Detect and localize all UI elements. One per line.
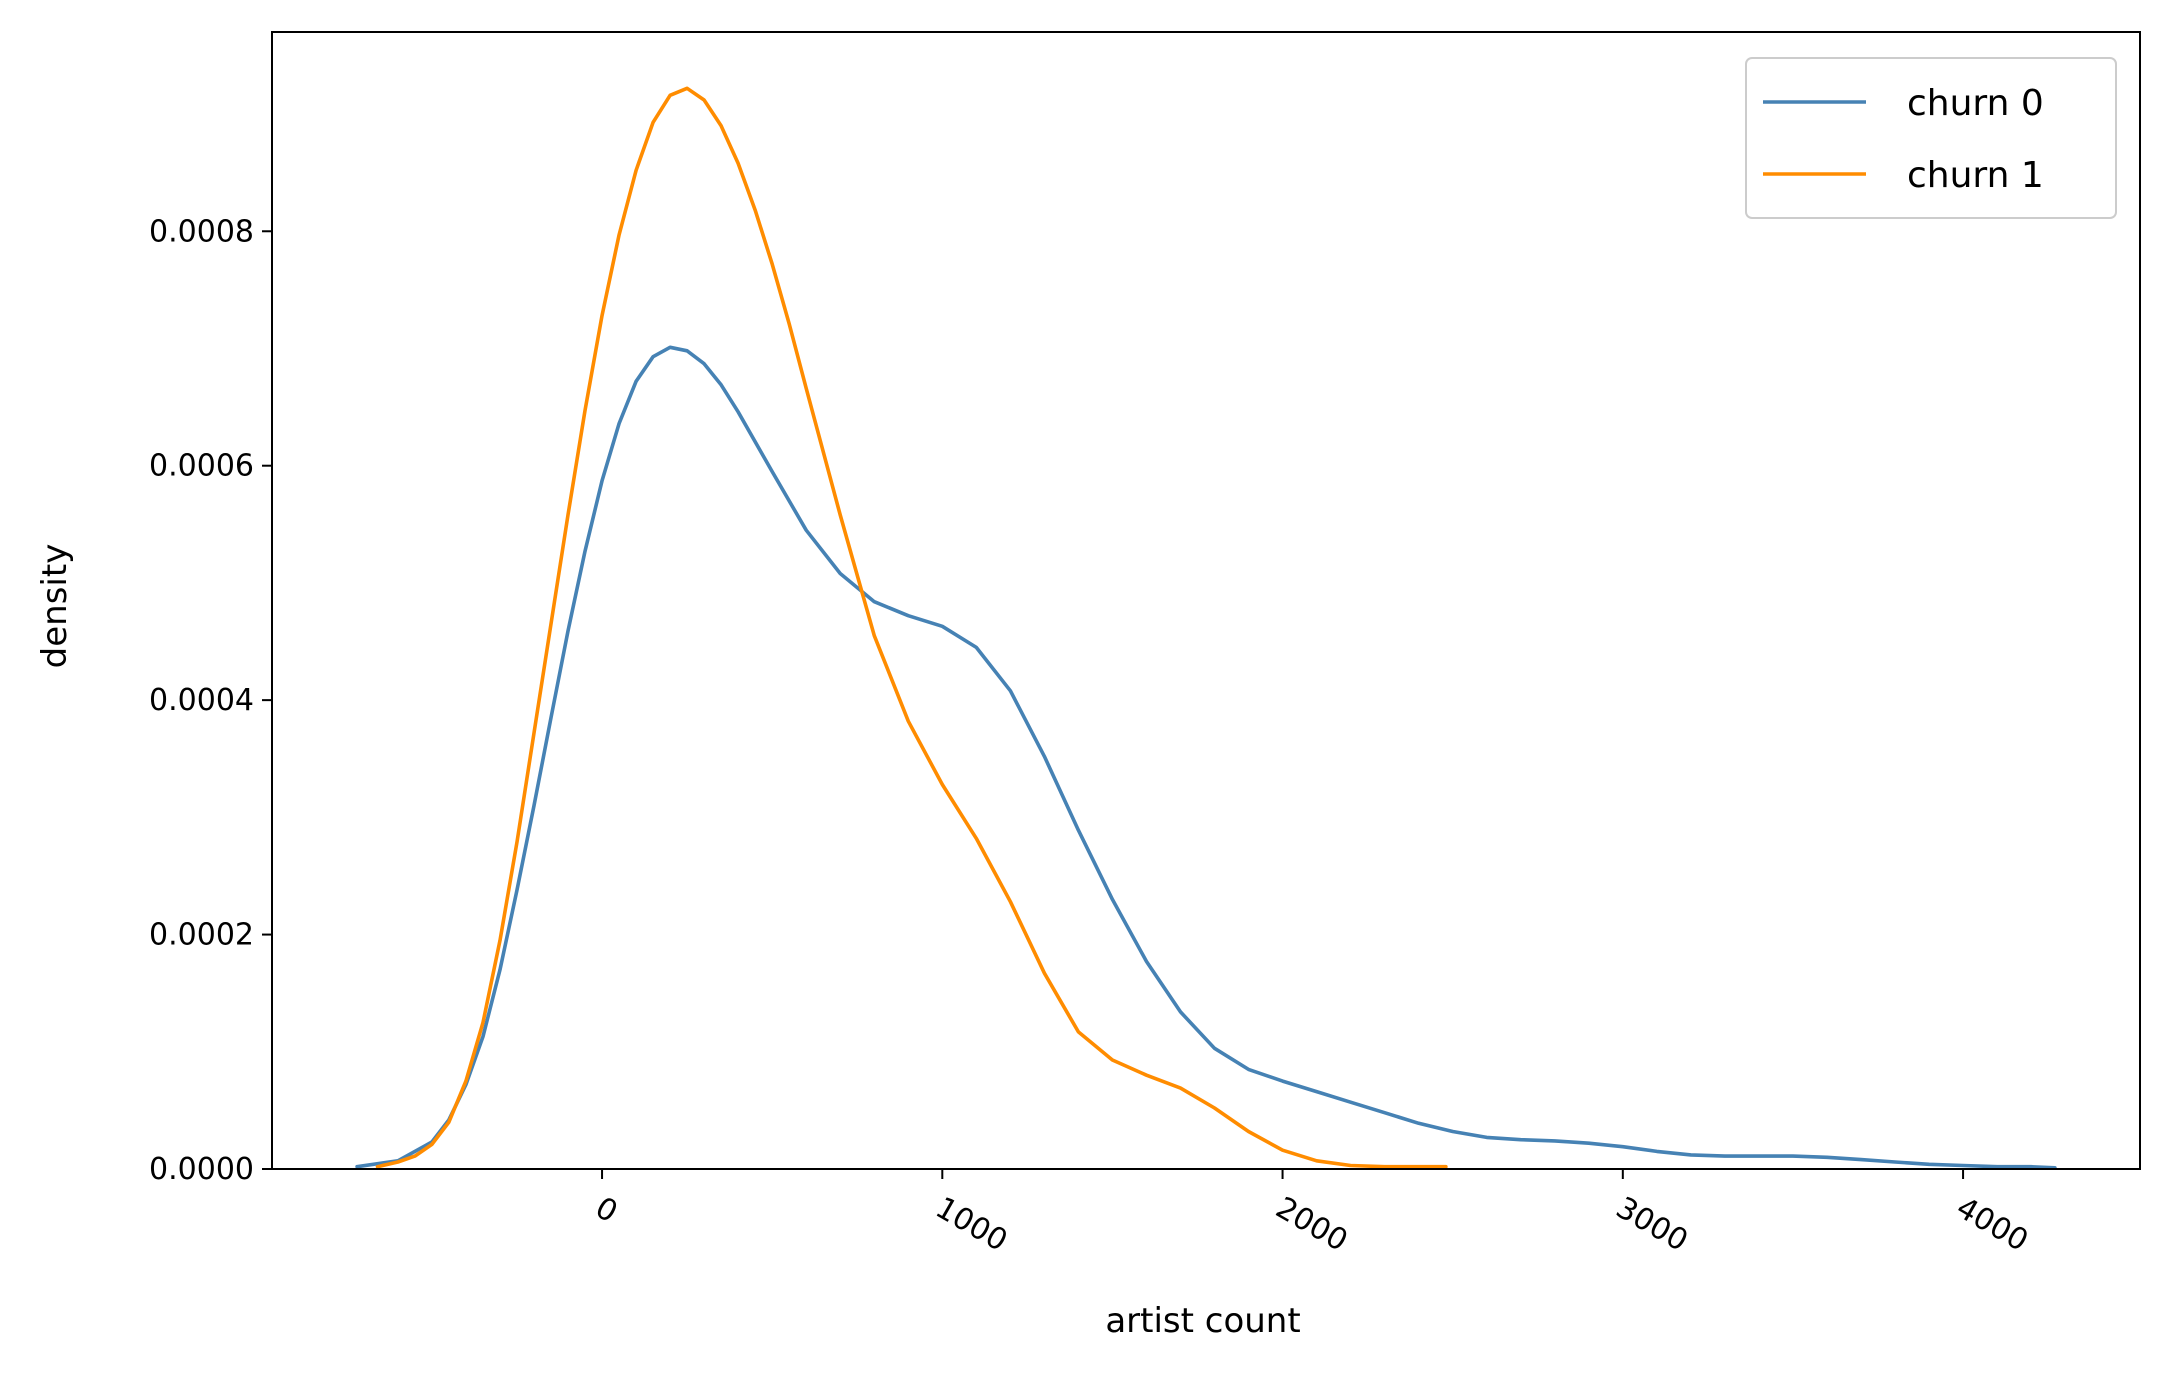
y-tick-label: 0.0000 [149,1152,254,1187]
y-axis-label: density [35,544,75,669]
legend: churn 0 churn 1 [1745,57,2117,219]
series-layer [355,86,2057,1170]
axes-layer [271,31,2141,1170]
y-tick-label: 0.0006 [149,449,254,484]
axes-frame [271,31,2141,1170]
axes-background [272,32,2140,1169]
y-tick-label: 0.0002 [149,918,254,953]
y-tick-label: 0.0008 [149,214,254,249]
series-line-churn-0 [355,345,2057,1170]
series-line-churn-1 [375,86,1448,1169]
x-axis-label: artist count [1105,1301,1300,1341]
legend-label: churn 0 [1907,83,2044,124]
y-tick-label: 0.0004 [149,683,254,718]
legend-label: churn 1 [1907,155,2044,196]
legend-box [1745,57,2117,219]
plot-area [272,32,2140,1169]
